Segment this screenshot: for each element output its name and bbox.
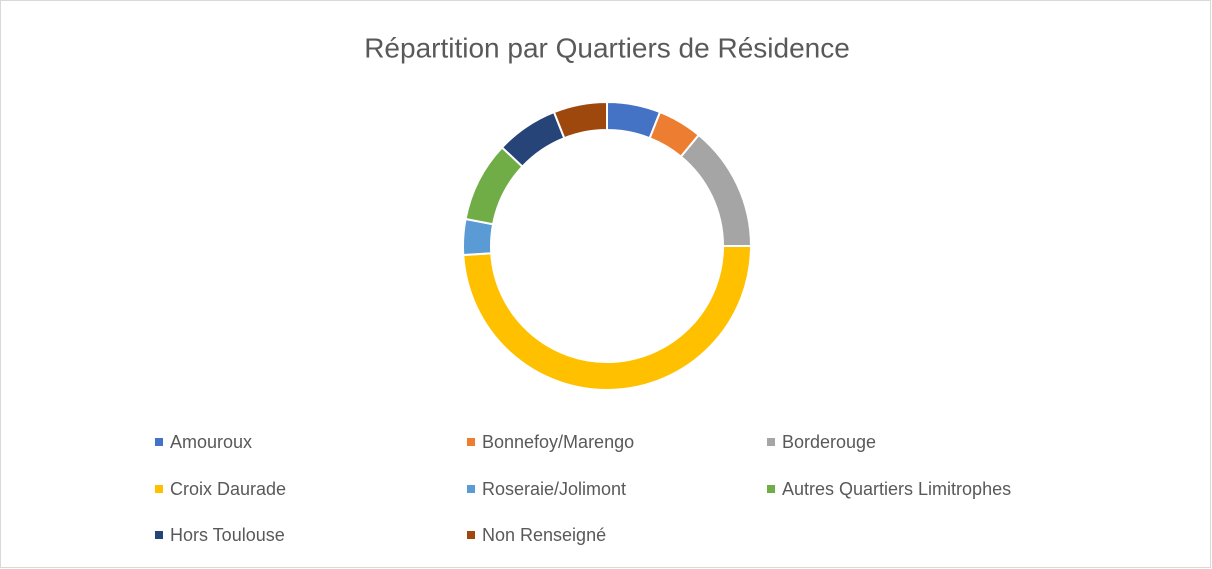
legend-label: Bonnefoy/Marengo xyxy=(482,432,634,452)
legend-swatch xyxy=(767,438,775,446)
legend-label: Non Renseigné xyxy=(482,525,606,545)
legend-label: Borderouge xyxy=(782,432,876,452)
chart-title: Répartition par Quartiers de Résidence xyxy=(364,32,850,63)
legend-swatch xyxy=(155,485,163,493)
donut-segment xyxy=(552,100,608,140)
legend-swatch xyxy=(467,438,475,446)
legend-label: Roseraie/Jolimont xyxy=(482,479,626,499)
donut-segment xyxy=(462,245,753,392)
legend-label: Croix Daurade xyxy=(170,479,286,499)
legend-label: Amouroux xyxy=(170,432,252,452)
legend-swatch xyxy=(767,485,775,493)
legend-swatch xyxy=(467,485,475,493)
legend-swatch xyxy=(467,531,475,539)
legend-label: Hors Toulouse xyxy=(170,525,285,545)
legend-swatch xyxy=(155,438,163,446)
legend-label: Autres Quartiers Limitrophes xyxy=(782,479,1011,499)
legend-swatch xyxy=(155,531,163,539)
